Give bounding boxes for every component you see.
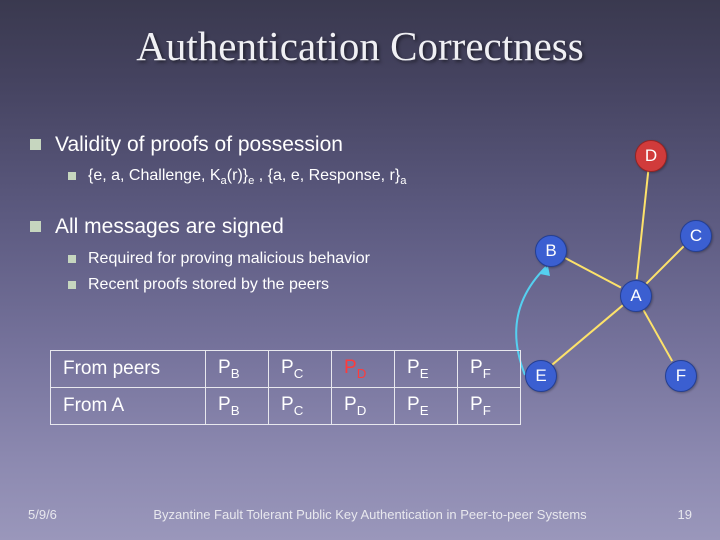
table-row: From A PBPCPDPEPF — [51, 387, 521, 424]
graph-node-e: E — [525, 360, 557, 392]
table-row: From peers PBPCPDPEPF — [51, 351, 521, 388]
bullet-level1: Validity of proofs of possession — [30, 130, 430, 159]
slide-title: Authentication Correctness — [0, 22, 720, 70]
bullet-level2: Recent proofs stored by the peers — [68, 274, 430, 296]
table-cell: PB — [206, 387, 269, 424]
bullet-level2: {e, a, Challenge, Ka(r)}e , {a, e, Respo… — [68, 165, 430, 190]
bullet-text: Validity of proofs of possession — [55, 130, 343, 159]
bullet-text-math: {e, a, Challenge, Ka(r)}e , {a, e, Respo… — [88, 165, 406, 190]
graph-node-d: D — [635, 140, 667, 172]
footer-title: Byzantine Fault Tolerant Public Key Auth… — [120, 507, 620, 522]
table-cell: PC — [269, 387, 332, 424]
bullet-level2: Required for proving malicious behavior — [68, 248, 430, 270]
proof-table: From peers PBPCPDPEPF From A PBPCPDPEPF — [50, 350, 521, 425]
graph-node-f: F — [665, 360, 697, 392]
table-cell: PF — [458, 387, 521, 424]
table-cell: PB — [206, 351, 269, 388]
table-cell: PE — [395, 351, 458, 388]
table-cell: PD — [332, 387, 395, 424]
bullet-square-icon — [30, 139, 41, 150]
content-area: Validity of proofs of possession {e, a, … — [30, 130, 430, 300]
graph-node-b: B — [535, 235, 567, 267]
table-cell: PC — [269, 351, 332, 388]
table-cell: PD — [332, 351, 395, 388]
table-cell: PE — [395, 387, 458, 424]
row-label: From A — [51, 387, 206, 424]
graph-node-c: C — [680, 220, 712, 252]
slide: Authentication Correctness Validity of p… — [0, 0, 720, 540]
bullet-text: Required for proving malicious behavior — [88, 248, 370, 270]
bullet-square-icon — [68, 281, 76, 289]
bullet-square-icon — [68, 255, 76, 263]
bullet-text: Recent proofs stored by the peers — [88, 274, 329, 296]
bullet-level1: All messages are signed — [30, 212, 430, 241]
footer-page-number: 19 — [678, 507, 692, 522]
bullet-square-icon — [68, 172, 76, 180]
table-cell: PF — [458, 351, 521, 388]
footer-date: 5/9/6 — [28, 507, 57, 522]
bullet-square-icon — [30, 221, 41, 232]
row-label: From peers — [51, 351, 206, 388]
graph-node-a: A — [620, 280, 652, 312]
bullet-text: All messages are signed — [55, 212, 284, 241]
